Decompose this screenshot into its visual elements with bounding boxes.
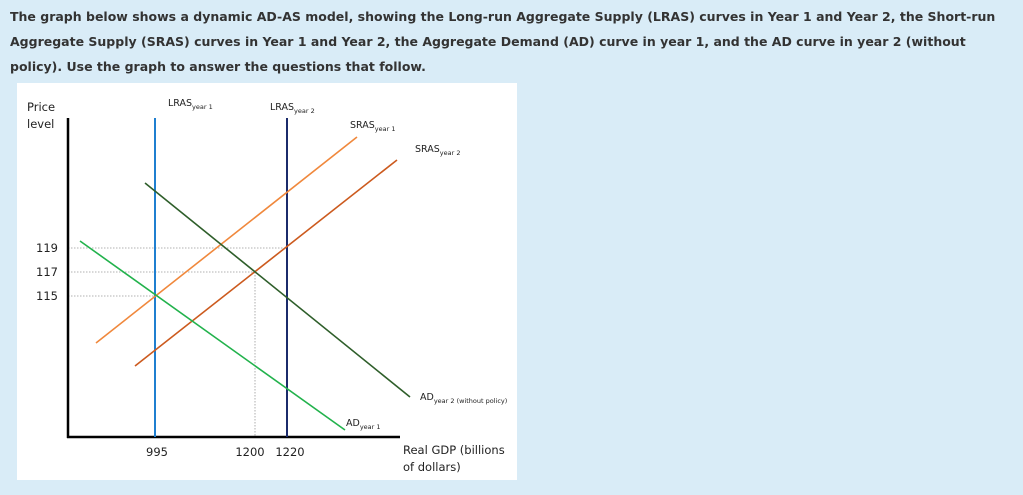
y-tick-label: 119 — [36, 241, 58, 255]
curve-sub: year 2 — [440, 149, 461, 157]
sras1-label: SRASyear 1 — [350, 120, 395, 133]
y-axis-label: level — [27, 117, 54, 131]
y-axis-label: Price — [27, 100, 55, 114]
lras1-label: LRASyear 1 — [168, 98, 213, 111]
x-axis-label: of dollars) — [403, 460, 461, 474]
ad2-label: ADyear 2 (without policy) — [420, 392, 507, 405]
curve-name: SRAS — [350, 120, 375, 131]
curve-name: LRAS — [168, 98, 192, 109]
y-tick-label: 115 — [36, 289, 58, 303]
curve-sub: year 1 — [360, 423, 381, 431]
curve-name: LRAS — [270, 102, 294, 113]
curve-sub: year 2 — [294, 107, 315, 115]
curve-name: AD — [346, 418, 360, 429]
curve-name: SRAS — [415, 144, 440, 155]
sras2-curve — [134, 159, 398, 367]
curve-sub: year 1 — [192, 103, 213, 111]
x-tick-label: 1200 — [235, 445, 264, 459]
x-tick-label: 1220 — [275, 445, 304, 459]
y-tick-label: 117 — [36, 265, 58, 279]
ad2-curve — [144, 182, 411, 398]
x-tick-label: 995 — [146, 445, 168, 459]
sras1-curve — [95, 136, 358, 344]
ad1-label: ADyear 1 — [346, 418, 381, 431]
curve-sub: year 1 — [375, 125, 396, 133]
curve-sub: year 2 (without policy) — [434, 397, 507, 405]
lras2-label: LRASyear 2 — [270, 102, 315, 115]
sras2-label: SRASyear 2 — [415, 144, 460, 157]
guide-lines — [68, 247, 287, 437]
question-text: The graph below shows a dynamic AD-AS mo… — [10, 9, 996, 74]
ad1-curve — [79, 240, 346, 431]
x-axis-label: Real GDP (billions — [403, 443, 505, 457]
curve-name: AD — [420, 392, 434, 403]
